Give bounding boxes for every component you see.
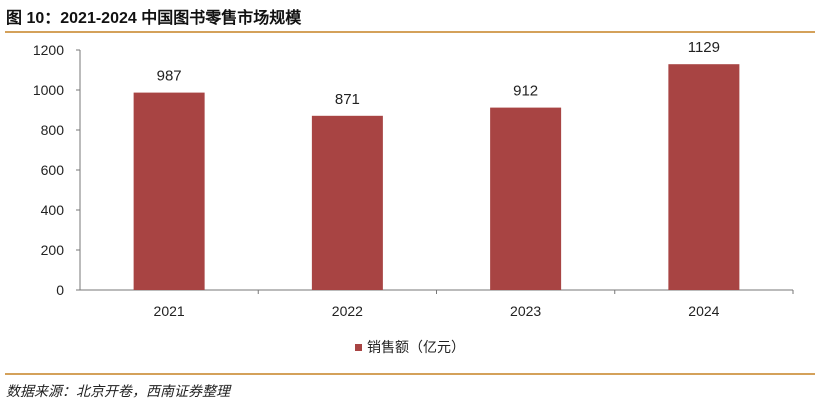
data-label: 871 (335, 91, 360, 108)
bar (668, 64, 740, 290)
y-tick-label: 800 (41, 122, 65, 138)
title-divider (5, 31, 815, 33)
y-tick-label: 1200 (33, 42, 64, 58)
footer-divider (5, 373, 815, 375)
source-note: 数据来源：北京开卷，西南证券整理 (6, 384, 230, 400)
legend: 销售额（亿元） (355, 337, 465, 357)
x-tick-label: 2024 (688, 303, 719, 319)
y-tick-label: 1000 (33, 82, 64, 98)
chart-title: 图 10：2021-2024 中国图书零售市场规模 (6, 10, 302, 27)
legend-swatch (355, 343, 362, 351)
x-tick-label: 2022 (332, 303, 363, 319)
bar (490, 107, 562, 290)
y-tick-label: 400 (41, 202, 65, 218)
y-tick-label: 0 (56, 282, 64, 298)
y-tick-label: 200 (41, 242, 65, 258)
legend-label: 销售额（亿元） (367, 340, 465, 356)
data-label: 1129 (688, 39, 720, 56)
data-label: 987 (157, 68, 182, 85)
x-tick-label: 2023 (510, 303, 541, 319)
x-tick-label: 2021 (154, 303, 185, 319)
bar (133, 92, 205, 290)
bar-chart: 0 200 400 600 800 1000 1200 987 2021 871 2022 912 20… (33, 39, 794, 319)
y-tick-label: 600 (41, 162, 65, 178)
data-label: 912 (513, 83, 538, 100)
bar (311, 115, 383, 290)
